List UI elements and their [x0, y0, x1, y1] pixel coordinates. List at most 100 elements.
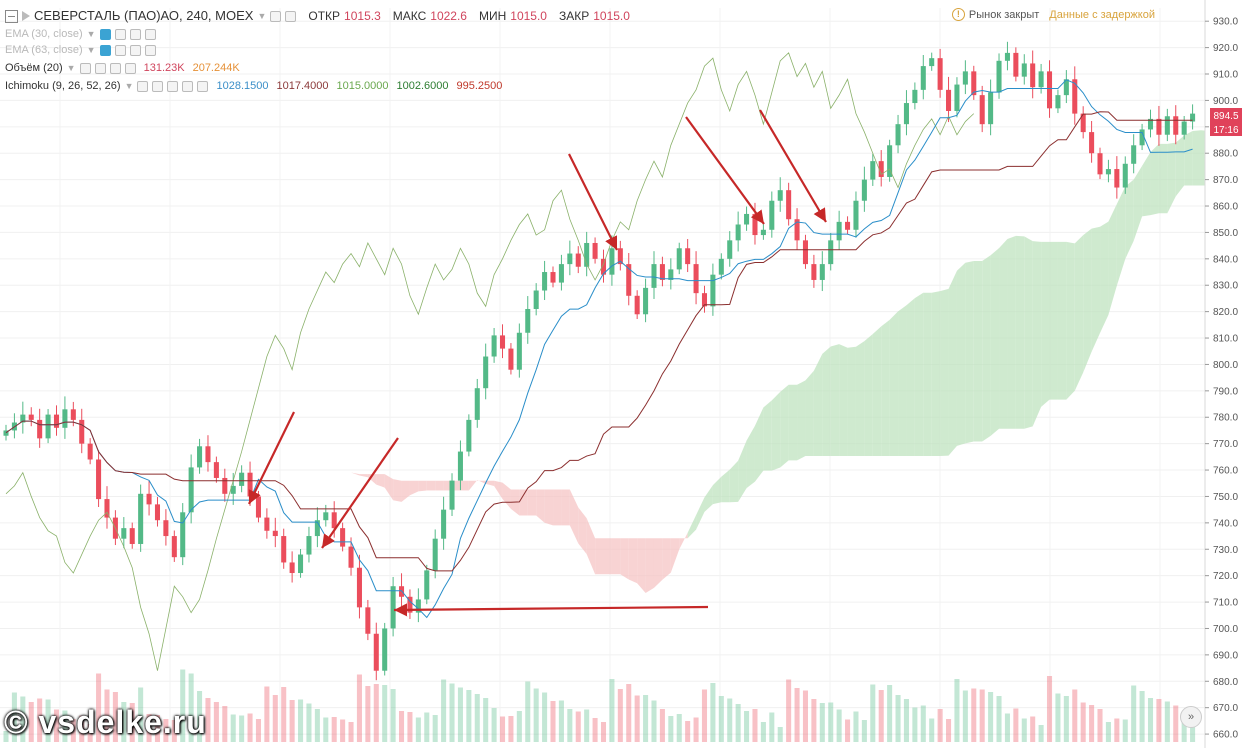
candle-body — [314, 520, 320, 537]
ema30-label: EMA (30, close) — [5, 28, 83, 40]
volume-bar — [735, 704, 741, 742]
settings-icon[interactable] — [114, 28, 126, 40]
volume-row[interactable]: Объём (20) ▼ 131.23K 207.244K — [5, 60, 240, 76]
candle-body — [37, 419, 43, 439]
cloud-segment — [847, 346, 856, 457]
market-status: ! Рынок закрыт Данные с задержкой — [951, 8, 1155, 21]
close-icon[interactable] — [124, 62, 136, 74]
add-icon[interactable] — [109, 62, 121, 74]
add-icon[interactable] — [182, 80, 194, 92]
cloud-segment — [721, 469, 730, 503]
close-icon[interactable] — [197, 80, 209, 92]
candle-body — [819, 264, 825, 280]
volume-bar — [903, 699, 909, 742]
volume-bar — [399, 711, 405, 742]
eye-icon[interactable] — [137, 80, 149, 92]
candle-body — [558, 264, 564, 283]
candle-body — [887, 145, 893, 177]
eye-icon[interactable] — [99, 28, 111, 40]
volume-bar — [457, 687, 463, 742]
volume-bar — [718, 696, 724, 742]
volume-bar — [693, 717, 699, 742]
chevron-down-icon[interactable]: ▼ — [86, 29, 96, 39]
chevron-down-icon[interactable]: ▼ — [86, 45, 96, 55]
candle-body — [323, 512, 329, 521]
eye-icon[interactable] — [99, 44, 111, 56]
volume-bar — [937, 709, 943, 742]
settings-icon[interactable] — [285, 10, 297, 22]
volume-bar — [1164, 701, 1170, 742]
candle-body — [626, 264, 632, 296]
collapse-icon[interactable] — [5, 9, 18, 23]
chevron-down-icon[interactable]: ▼ — [257, 11, 267, 21]
close-icon[interactable] — [144, 28, 156, 40]
delayed-data-text[interactable]: Данные с задержкой — [1049, 8, 1155, 21]
chevron-down-icon[interactable]: ▼ — [66, 63, 76, 73]
y-tick-label: 930.0 — [1213, 17, 1238, 28]
settings-icon[interactable] — [152, 80, 164, 92]
volume-bars — [3, 669, 1196, 742]
eye-icon[interactable] — [270, 10, 282, 22]
candle-body — [710, 274, 716, 307]
annotation-arrow — [393, 603, 709, 617]
candle-body — [121, 528, 127, 539]
y-tick-label: 920.0 — [1213, 43, 1238, 54]
cloud-segment — [553, 489, 562, 526]
add-icon[interactable] — [129, 44, 141, 56]
last-price-text: 894.5 — [1213, 111, 1238, 122]
close-icon[interactable] — [144, 44, 156, 56]
open-label: ОТКР — [308, 9, 341, 23]
eye-icon[interactable] — [79, 62, 91, 74]
settings-icon[interactable] — [94, 62, 106, 74]
ema63-row[interactable]: EMA (63, close) ▼ — [5, 42, 156, 58]
y-tick-label: 710.0 — [1213, 598, 1238, 609]
cloud-segment — [906, 298, 915, 457]
candle-body — [870, 161, 876, 180]
ema30-row[interactable]: EMA (30, close) ▼ — [5, 26, 156, 42]
flag-icon[interactable] — [22, 11, 30, 21]
ichimoku-row[interactable]: Ichimoku (9, 26, 52, 26) ▼ 1028.1500 101… — [5, 78, 502, 94]
add-icon[interactable] — [129, 28, 141, 40]
candle-body — [1080, 113, 1086, 133]
chevron-down-icon[interactable]: ▼ — [124, 81, 134, 91]
cloud-segment — [822, 346, 831, 457]
y-tick-label: 760.0 — [1213, 466, 1238, 477]
candle-body — [609, 248, 615, 275]
candle-body — [508, 348, 514, 370]
candle-body — [1055, 95, 1061, 109]
volume-bar — [845, 719, 851, 742]
candle-body — [474, 388, 480, 420]
candle-body — [769, 200, 775, 230]
cloud-segment — [771, 391, 781, 471]
candle-body — [1013, 52, 1019, 77]
cloud-segment — [1083, 228, 1092, 373]
open-value: 1015.3 — [344, 9, 381, 23]
volume-bar — [962, 690, 968, 742]
candle-body — [1114, 169, 1120, 188]
candle-body — [727, 240, 733, 259]
volume-bar — [474, 694, 480, 742]
scroll-to-end-button[interactable]: » — [1180, 706, 1202, 728]
volume-bar — [138, 687, 144, 742]
candle-body — [1147, 118, 1154, 130]
countdown-badge — [1210, 122, 1242, 136]
candle-body — [946, 89, 952, 111]
warning-icon[interactable]: ! — [951, 8, 965, 21]
y-tick-label: 870.0 — [1213, 175, 1238, 186]
candle-body — [929, 58, 935, 67]
cloud-segment — [561, 489, 570, 526]
volume-bar — [988, 692, 994, 742]
watermark: © vsdelke.ru — [4, 704, 207, 740]
candle-body — [188, 467, 194, 513]
volume-bar — [1131, 685, 1137, 742]
candle-body — [920, 66, 926, 90]
settings-icon[interactable] — [114, 44, 126, 56]
kijun-sen-line — [5, 111, 1193, 572]
volume-bar — [424, 712, 430, 742]
cloud-segment — [485, 480, 495, 486]
volume-bar — [575, 711, 581, 742]
source-icon[interactable] — [167, 80, 179, 92]
cloud-segment — [502, 482, 511, 509]
volume-bar — [1139, 691, 1145, 742]
